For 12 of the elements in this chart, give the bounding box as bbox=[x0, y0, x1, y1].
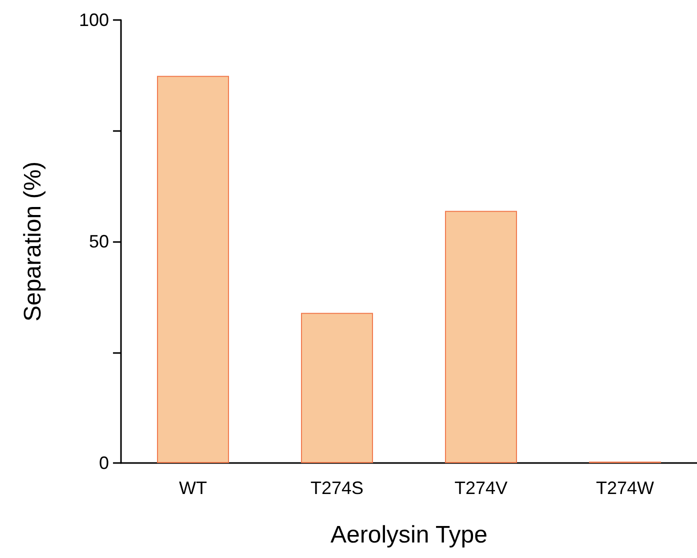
bar bbox=[445, 210, 517, 463]
x-tick-label: T274W bbox=[596, 478, 654, 498]
bar bbox=[157, 76, 229, 463]
y-tick-label: 50 bbox=[88, 232, 109, 252]
y-tick-label: 0 bbox=[98, 453, 109, 473]
x-tick-label: T274S bbox=[310, 478, 364, 498]
y-tick-label: 100 bbox=[78, 10, 109, 30]
x-tick-label: T274V bbox=[454, 478, 508, 498]
bar bbox=[301, 312, 373, 463]
x-axis-title: Aerolysin Type bbox=[330, 522, 488, 548]
x-tick-label: WT bbox=[179, 478, 207, 498]
y-axis-title: Separation (%) bbox=[20, 161, 46, 322]
